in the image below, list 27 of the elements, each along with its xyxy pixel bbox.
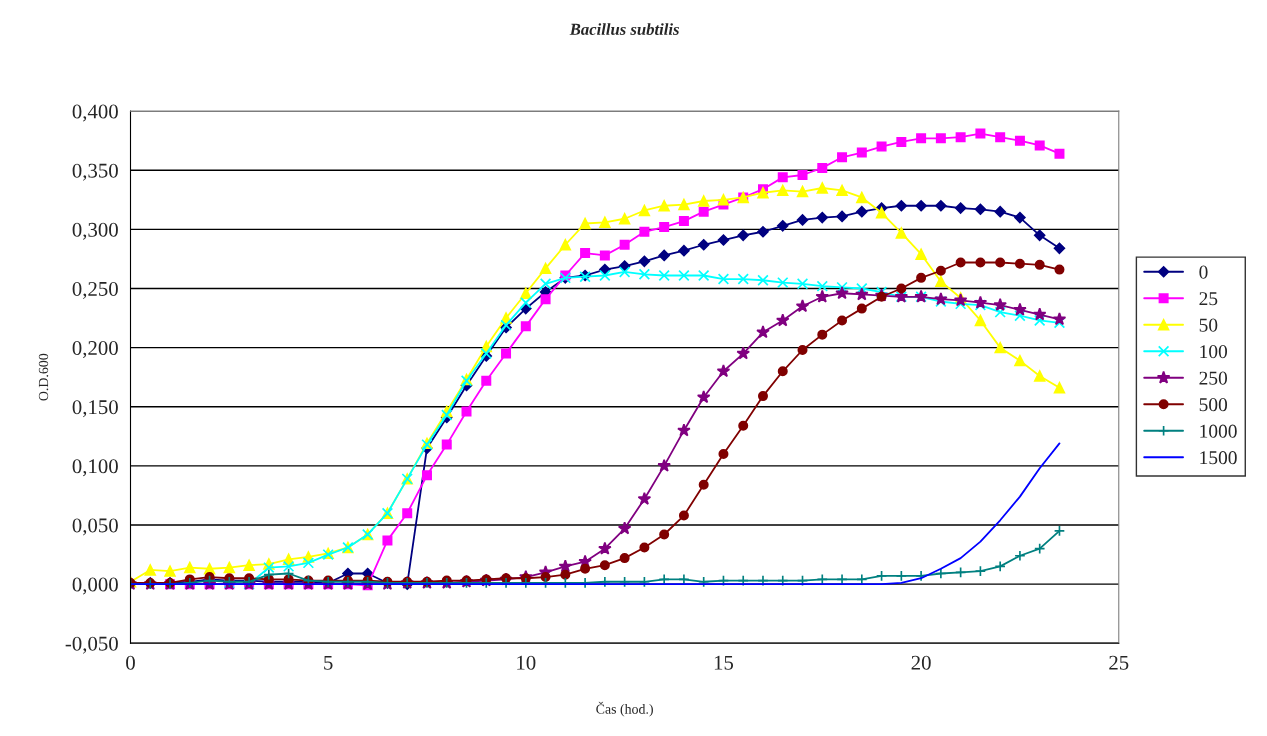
y-tick-label: 0,400 <box>72 104 118 122</box>
chart-title: Bacillus subtilis <box>569 23 679 35</box>
x-tick-label: 0 <box>126 655 135 670</box>
y-tick-label: 0,300 <box>72 222 118 240</box>
legend-label: 0 <box>1199 265 1208 279</box>
x-tick-label: 5 <box>324 655 333 670</box>
y-tick-label: 0,250 <box>72 281 118 299</box>
legend-label: 1000 <box>1200 424 1237 438</box>
y-axis-title: O.D.600 <box>38 353 49 401</box>
x-tick-label: 20 <box>911 655 931 670</box>
y-tick-label: 0,200 <box>72 341 118 359</box>
y-tick-label: 0,050 <box>72 518 118 536</box>
x-tick-label: 10 <box>517 655 536 670</box>
y-tick-label: 0,100 <box>72 459 118 477</box>
x-tick-label: 25 <box>1109 655 1129 670</box>
y-tick-label: 0,350 <box>72 163 118 181</box>
legend-label: 50 <box>1199 318 1218 332</box>
y-tick-label: 0,150 <box>72 400 118 418</box>
legend-label: 500 <box>1199 398 1228 412</box>
x-axis-title: Čas (hod.) <box>596 701 653 717</box>
y-tick-label: -0,050 <box>65 636 118 654</box>
legend-label: 25 <box>1199 292 1218 306</box>
legend-label: 250 <box>1199 371 1228 385</box>
legend-label: 1500 <box>1200 451 1237 465</box>
x-tick-label: 15 <box>714 655 734 670</box>
legend-label: 100 <box>1200 345 1228 359</box>
y-tick-label: 0,000 <box>72 577 118 595</box>
